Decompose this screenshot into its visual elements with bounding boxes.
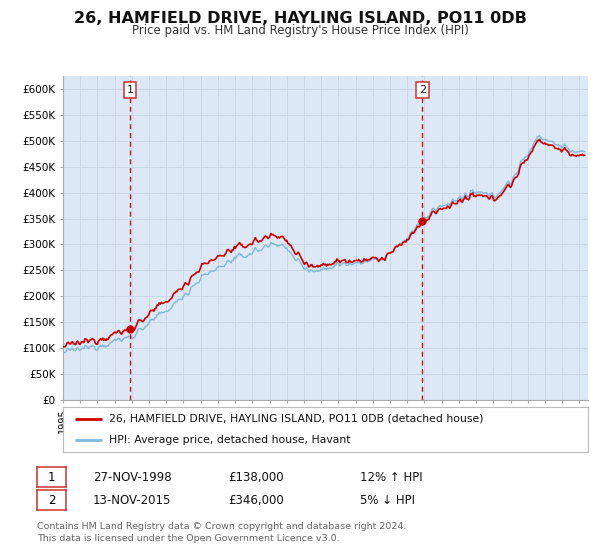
Text: 12% ↑ HPI: 12% ↑ HPI (360, 470, 422, 484)
Text: 1: 1 (127, 85, 134, 95)
Text: 13-NOV-2015: 13-NOV-2015 (93, 493, 172, 507)
Text: 26, HAMFIELD DRIVE, HAYLING ISLAND, PO11 0DB: 26, HAMFIELD DRIVE, HAYLING ISLAND, PO11… (74, 11, 526, 26)
Text: 26, HAMFIELD DRIVE, HAYLING ISLAND, PO11 0DB (detached house): 26, HAMFIELD DRIVE, HAYLING ISLAND, PO11… (109, 414, 484, 424)
Text: £346,000: £346,000 (228, 493, 284, 507)
Text: 2: 2 (48, 493, 55, 507)
Text: Price paid vs. HM Land Registry's House Price Index (HPI): Price paid vs. HM Land Registry's House … (131, 24, 469, 36)
Text: £138,000: £138,000 (228, 470, 284, 484)
Text: 5% ↓ HPI: 5% ↓ HPI (360, 493, 415, 507)
Text: 2: 2 (419, 85, 426, 95)
Text: Contains HM Land Registry data © Crown copyright and database right 2024.
This d: Contains HM Land Registry data © Crown c… (37, 522, 407, 543)
Text: HPI: Average price, detached house, Havant: HPI: Average price, detached house, Hava… (109, 435, 350, 445)
Text: 27-NOV-1998: 27-NOV-1998 (93, 470, 172, 484)
Text: 1: 1 (48, 470, 55, 484)
